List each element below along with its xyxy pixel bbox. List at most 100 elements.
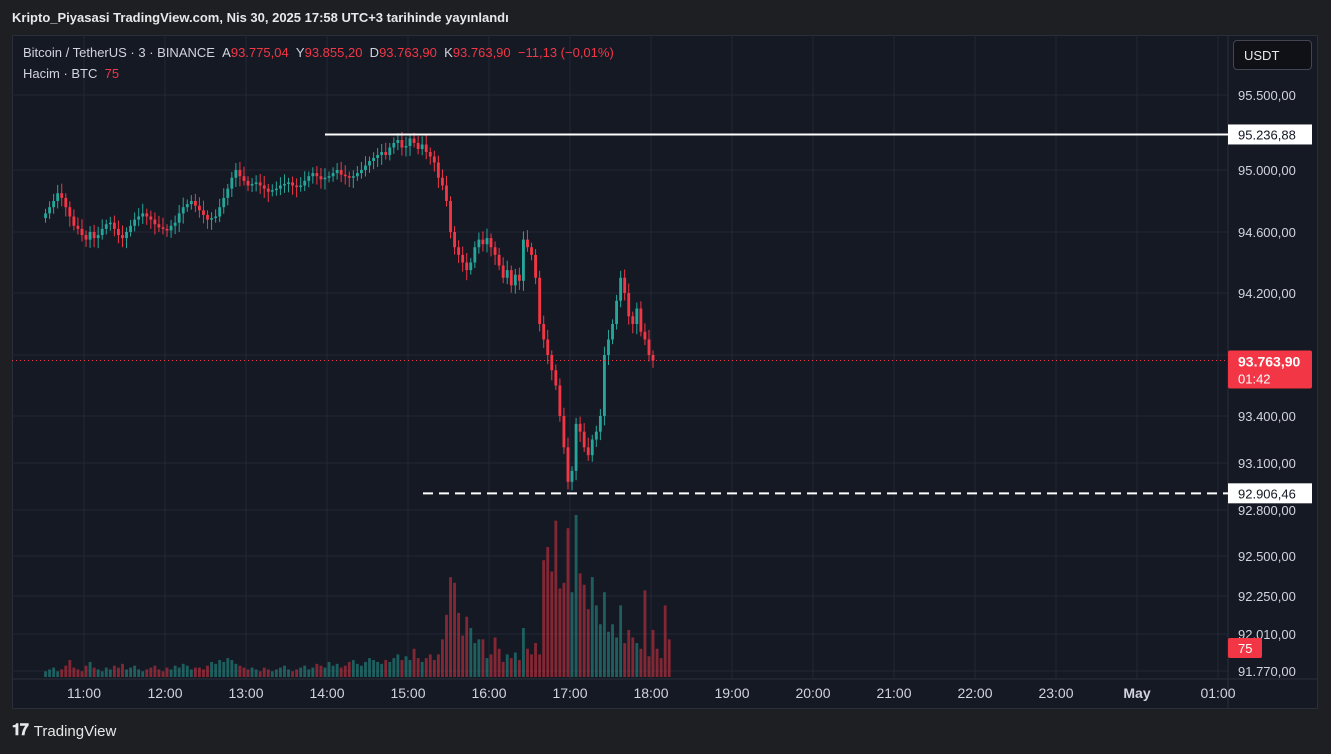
candle-body <box>161 227 165 229</box>
candle-body <box>509 270 513 286</box>
currency-button[interactable]: USDT <box>1233 40 1312 70</box>
volume-bar <box>473 643 477 677</box>
volume-bar <box>202 669 205 677</box>
symbol-label[interactable]: Bitcoin / TetherUS · 3 · BINANCE <box>23 45 215 60</box>
volume-bar <box>554 520 558 677</box>
volume-bar <box>607 631 610 677</box>
candle-body <box>327 176 331 178</box>
time-tick-label: 18:00 <box>633 685 668 701</box>
price-tick-label: 91.770,00 <box>1238 664 1296 679</box>
candle-body <box>254 182 258 184</box>
volume-bar <box>643 590 647 677</box>
candle-body <box>145 213 149 217</box>
volume-bar <box>117 667 120 677</box>
volume-bar <box>376 661 380 677</box>
candle-body <box>60 193 64 198</box>
candle-body <box>360 170 363 174</box>
volume-bar <box>481 639 485 677</box>
tradingview-logo-icon: 𝟏𝟕 <box>12 722 29 739</box>
candle-body <box>165 228 169 231</box>
candle-body <box>420 144 424 149</box>
volume-bar <box>639 648 643 677</box>
price-tick-label: 92.500,00 <box>1238 549 1296 564</box>
volume-bar <box>177 667 181 677</box>
candle-body <box>84 235 88 240</box>
candle-body <box>169 225 173 231</box>
candle-body <box>517 274 521 281</box>
candle-body <box>607 339 610 355</box>
volume-bar <box>424 658 428 677</box>
volume-bar <box>509 658 513 677</box>
time-tick-label: 16:00 <box>471 685 506 701</box>
candle-body <box>404 146 408 148</box>
volume-bar <box>400 660 404 677</box>
volume-bar <box>189 669 193 677</box>
volume-bar <box>538 654 542 677</box>
candle-body <box>210 218 213 220</box>
candle-body <box>497 254 501 266</box>
volume-bar <box>360 665 363 677</box>
volume-bar <box>299 667 303 677</box>
candle-body <box>619 277 623 301</box>
candle-body <box>441 177 444 186</box>
volume-bar <box>52 667 56 677</box>
volume-bar <box>396 654 400 677</box>
volume-bar <box>44 671 47 677</box>
candle-body <box>550 355 554 371</box>
candle-body <box>538 277 542 324</box>
volume-bar <box>578 573 582 677</box>
volume-label[interactable]: Hacim · BTC <box>23 66 98 81</box>
candle-body <box>339 170 343 175</box>
volume-bar <box>408 660 412 677</box>
volume-bar <box>206 665 209 677</box>
candle-body <box>631 316 635 324</box>
volume-bar <box>611 624 614 677</box>
volume-bar <box>88 661 92 677</box>
candle-body <box>307 176 311 181</box>
candle-body <box>469 262 473 271</box>
volume-bar <box>311 667 315 677</box>
price-tick-label: 94.200,00 <box>1238 286 1296 301</box>
volume-bar <box>355 663 359 677</box>
candle-body <box>311 173 315 177</box>
price-tick-label: 92.250,00 <box>1238 589 1296 604</box>
volume-bar <box>283 665 286 677</box>
volume-bar <box>84 665 88 677</box>
volume-bar <box>647 656 651 677</box>
time-tick-label: 12:00 <box>147 685 182 701</box>
volume-bar <box>133 665 137 677</box>
volume-bar <box>380 663 384 677</box>
candle-body <box>590 439 594 456</box>
candle-body <box>461 254 465 263</box>
footer-brand[interactable]: 𝟏𝟕 TradingView <box>12 722 116 740</box>
time-tick-label: 21:00 <box>876 685 911 701</box>
volume-bar <box>570 592 574 677</box>
volume-bar <box>441 639 444 677</box>
volume-bar <box>295 669 299 677</box>
candle-body <box>68 207 72 217</box>
volume-bar <box>193 667 197 677</box>
volume-bar <box>56 671 60 677</box>
volume-bar <box>428 654 432 677</box>
volume-bar <box>343 665 347 677</box>
volume-bar <box>137 669 141 677</box>
candle-body <box>530 247 533 255</box>
candle-body <box>258 182 262 186</box>
close-label: K <box>444 45 453 60</box>
candle-body <box>129 225 132 232</box>
candle-body <box>473 247 477 263</box>
candle-body <box>189 201 193 205</box>
candle-body <box>372 158 375 161</box>
candle-body <box>234 170 238 178</box>
candle-body <box>173 222 177 226</box>
volume-bar <box>327 661 331 677</box>
candle-body <box>562 416 566 448</box>
price-chart[interactable]: 95.500,00 95.000,00 94.600,00 94.200,00 93.8… <box>12 35 1318 709</box>
candle-body <box>465 262 469 271</box>
time-tick-label: 11:00 <box>67 685 101 701</box>
candle-body <box>112 222 116 229</box>
volume-bar <box>582 584 586 677</box>
volume-bar <box>258 671 262 677</box>
volume-bar <box>129 667 132 677</box>
candle-body <box>149 216 153 220</box>
